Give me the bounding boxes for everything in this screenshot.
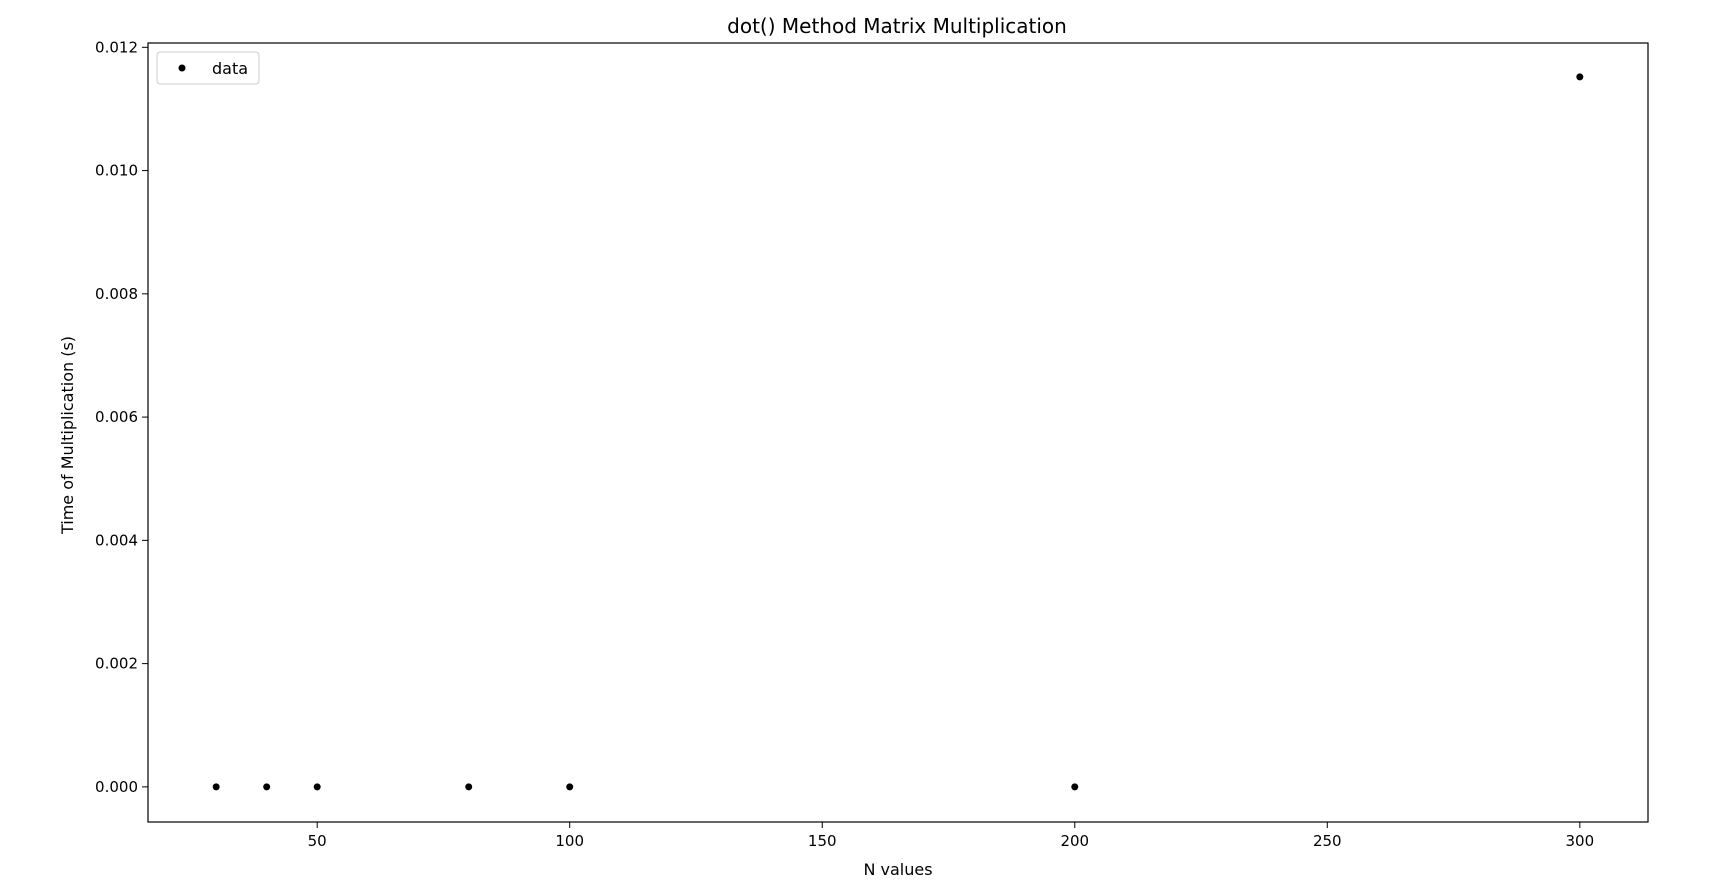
data-point (212, 783, 220, 791)
y-axis: 0.000 0.002 0.004 0.006 0.008 0.010 0.012 (95, 38, 148, 796)
y-tick-label: 0.004 (95, 531, 138, 549)
data-point (1071, 783, 1079, 791)
legend-marker (178, 64, 186, 72)
data-point (313, 783, 321, 791)
x-axis-label: N values (863, 860, 932, 879)
data-point (263, 783, 271, 791)
x-tick-label: 50 (308, 832, 327, 850)
x-tick-label: 100 (555, 832, 584, 850)
x-tick-label: 250 (1313, 832, 1342, 850)
data-series (212, 73, 1584, 791)
y-tick-label: 0.008 (95, 285, 138, 303)
x-axis: 50 100 150 200 250 300 (308, 822, 1594, 850)
y-tick-label: 0.000 (95, 778, 138, 796)
x-tick-label: 150 (808, 832, 837, 850)
y-tick-label: 0.010 (95, 162, 138, 180)
chart-title: dot() Method Matrix Multiplication (727, 14, 1067, 38)
plot-area (147, 42, 1649, 823)
y-tick-label: 0.006 (95, 408, 138, 426)
y-tick-label: 0.002 (95, 655, 138, 673)
y-tick-label: 0.012 (95, 38, 138, 56)
data-point (566, 783, 574, 791)
data-point (465, 783, 473, 791)
legend-frame (156, 51, 260, 85)
legend: data (156, 51, 260, 85)
y-axis-label: Time of Multiplication (s) (58, 336, 77, 535)
x-tick-label: 200 (1060, 832, 1089, 850)
legend-label-data: data (212, 59, 248, 78)
data-point (1576, 73, 1584, 81)
x-tick-label: 300 (1565, 832, 1594, 850)
